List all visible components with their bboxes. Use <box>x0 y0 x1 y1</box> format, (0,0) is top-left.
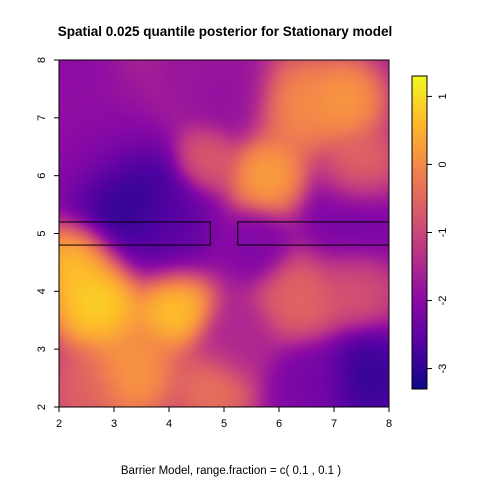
x-tick-label: 3 <box>111 418 117 430</box>
chart-title: Spatial 0.025 quantile posterior for Sta… <box>58 24 393 39</box>
x-axis: 2 3 4 5 6 7 8 <box>56 407 392 430</box>
barrier-rect-2 <box>237 221 390 246</box>
colorbar-gradient <box>412 76 427 389</box>
y-tick-label: 3 <box>36 346 48 352</box>
chart-subtitle: Barrier Model, range.fraction = c( 0.1 ,… <box>121 465 341 477</box>
heatmap-field <box>59 60 389 407</box>
colorbar: 1 0 -1 -2 -3 <box>411 75 449 390</box>
y-axis: 2 3 4 5 6 7 8 <box>36 57 59 410</box>
x-tick-label: 7 <box>331 418 337 430</box>
colorbar-tick-label: -2 <box>437 296 449 306</box>
x-tick-label: 5 <box>221 418 227 430</box>
y-tick-label: 8 <box>36 57 48 63</box>
y-tick-label: 4 <box>36 288 48 294</box>
plot-area <box>58 59 390 408</box>
colorbar-tick-label: -1 <box>437 228 449 238</box>
y-tick-label: 7 <box>36 115 48 121</box>
x-tick-label: 6 <box>276 418 282 430</box>
colorbar-tick-label: -3 <box>437 364 449 374</box>
colorbar-tick-label: 0 <box>437 161 449 167</box>
y-tick-label: 6 <box>36 173 48 179</box>
y-tick-label: 2 <box>36 404 48 410</box>
y-tick-label: 5 <box>36 230 48 236</box>
x-tick-label: 4 <box>166 418 172 430</box>
x-tick-label: 2 <box>56 418 62 430</box>
colorbar-tick-label: 1 <box>437 93 449 99</box>
x-tick-label: 8 <box>386 418 392 430</box>
